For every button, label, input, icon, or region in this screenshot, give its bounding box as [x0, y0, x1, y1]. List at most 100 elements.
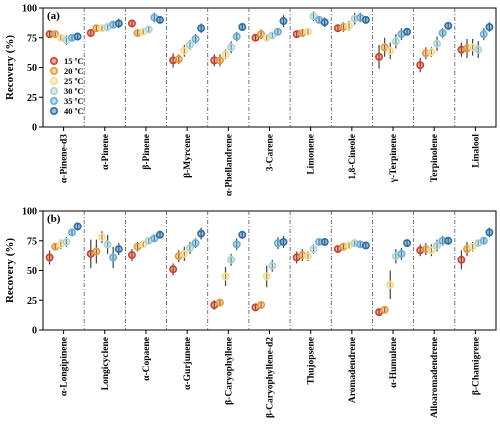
data-point [303, 252, 312, 261]
data-point [268, 31, 277, 40]
category-label: β-Myrcene [183, 134, 193, 178]
category-label: 3-Carene [266, 134, 276, 171]
data-point [479, 236, 488, 245]
data-point [232, 240, 241, 249]
category-label: Linalool [471, 134, 481, 168]
legend-label: 20 ºC [64, 66, 84, 76]
data-point [303, 27, 312, 36]
data-point [114, 245, 123, 254]
data-point [309, 245, 318, 254]
data-point [51, 30, 60, 39]
data-point [180, 46, 189, 55]
data-point [320, 237, 329, 246]
data-point [155, 15, 164, 24]
legend-label: 35 ºC [64, 96, 84, 106]
legend-marker [49, 56, 58, 65]
y-axis-title: Recovery (%) [4, 35, 16, 100]
y-tick-label: 25 [27, 296, 37, 307]
data-point [433, 241, 442, 250]
category-label: α-Copaene [142, 337, 152, 381]
data-point [232, 32, 241, 41]
data-point [97, 233, 106, 242]
data-point [309, 12, 318, 21]
y-tick-label: 100 [22, 4, 37, 15]
data-point [444, 236, 453, 245]
data-point [279, 17, 288, 26]
data-point [479, 30, 488, 39]
category-label: β-Pinene [142, 134, 152, 170]
data-point [320, 18, 329, 27]
y-tick-label: 100 [22, 207, 37, 218]
legend-marker [49, 67, 58, 76]
y-tick-label: 25 [27, 93, 37, 104]
data-point [391, 37, 400, 46]
data-point [397, 249, 406, 258]
data-point [185, 40, 194, 49]
data-point [238, 23, 247, 32]
data-point [457, 255, 466, 264]
data-point [345, 21, 354, 30]
data-point [262, 272, 271, 281]
y-tick-label: 75 [27, 236, 37, 247]
category-label: Longicyclene [101, 337, 111, 390]
data-point [62, 237, 71, 246]
data-point [197, 229, 206, 238]
legend-marker [49, 107, 58, 116]
data-point [150, 234, 159, 243]
data-point [103, 240, 112, 249]
data-point [109, 253, 118, 262]
data-point [403, 27, 412, 36]
data-point [215, 56, 224, 65]
data-point [279, 237, 288, 246]
legend-label: 15 ºC [64, 56, 84, 66]
data-point [403, 239, 412, 248]
category-label: α-Pinene [101, 134, 111, 170]
category-label: α-Gurjunene [183, 337, 193, 390]
category-label: α-Humulene [389, 337, 399, 388]
data-point [221, 50, 230, 59]
data-point [380, 305, 389, 314]
data-point [144, 25, 153, 34]
data-point [169, 265, 178, 274]
y-tick-label: 75 [27, 33, 37, 44]
panel-b: 0 25 50 75 100 Recovery (%) (b) α-Longipinene Lo… [4, 207, 497, 418]
plot-frame [42, 210, 497, 331]
category-label: α-Longipinene [60, 337, 70, 396]
y-tick-label: 0 [32, 326, 37, 337]
category-label: Thujopsene [307, 337, 317, 385]
data-point [416, 61, 425, 70]
data-point [73, 32, 82, 41]
panel-label: (b) [47, 213, 61, 225]
data-point [468, 242, 477, 251]
data-point [155, 230, 164, 239]
category-label: Alloaromadendrene [430, 337, 440, 418]
data-point [92, 247, 101, 256]
data-point [139, 240, 148, 249]
data-point [174, 55, 183, 64]
legend-label: 30 ºC [64, 86, 84, 96]
data-point [386, 46, 395, 55]
panel-label: (a) [47, 10, 60, 22]
data-point [191, 239, 200, 248]
data-point [67, 228, 76, 237]
category-label: β-Chamigrene [471, 337, 481, 395]
data-point [273, 27, 282, 36]
category-label: α-Pinene-d3 [60, 134, 70, 183]
panel-a: 0 25 50 75 100 Recovery (%) (a) α-Pinene-d3 α-Pi… [4, 4, 497, 196]
data-point [257, 301, 266, 310]
legend-marker [49, 97, 58, 106]
legend-marker [49, 87, 58, 96]
data-point [485, 23, 494, 32]
category-label: β-Caryophyllene [224, 337, 234, 405]
data-point [427, 48, 436, 57]
data-point [444, 21, 453, 30]
y-tick-label: 0 [32, 123, 37, 134]
data-point [375, 52, 384, 61]
category-label: γ-Terpinene [389, 134, 399, 183]
data-point [127, 251, 136, 260]
data-point [257, 30, 266, 39]
data-point [380, 43, 389, 52]
data-point [221, 272, 230, 281]
y-axis-title: Recovery (%) [4, 238, 16, 303]
data-point [180, 249, 189, 258]
